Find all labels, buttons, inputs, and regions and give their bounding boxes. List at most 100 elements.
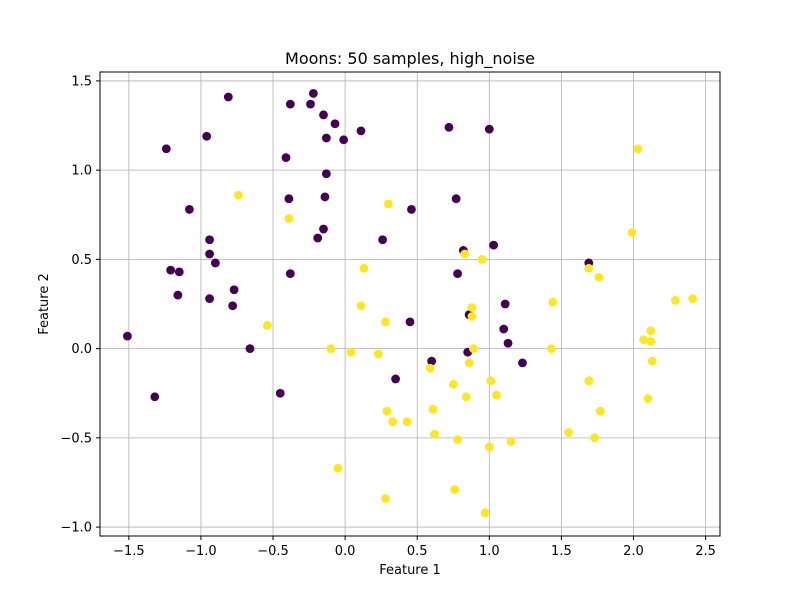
data-point-class-0 [228, 301, 238, 311]
data-point-class-1 [460, 249, 470, 259]
x-tick-label: −1.5 [113, 544, 145, 559]
data-point-class-1 [647, 356, 657, 366]
data-point-class-0 [330, 119, 340, 129]
grid [100, 72, 720, 536]
data-point-class-1 [670, 296, 680, 305]
data-point-class-0 [503, 338, 513, 348]
data-point-class-1 [627, 228, 637, 238]
data-point-class-1 [461, 392, 471, 402]
data-point-class-1 [594, 272, 604, 282]
data-point-class-1 [584, 376, 594, 386]
data-point-class-0 [356, 126, 366, 136]
data-point-class-0 [484, 124, 494, 134]
data-point-class-1 [480, 508, 490, 518]
data-point-class-1 [356, 301, 366, 311]
x-tick-label: 0.0 [335, 544, 356, 559]
data-point-class-0 [500, 299, 510, 309]
data-point-class-1 [450, 485, 460, 494]
data-point-class-0 [184, 205, 194, 214]
data-point-class-1 [492, 390, 501, 400]
y-axis-label: Feature 2 [37, 273, 52, 335]
data-point-class-0 [173, 290, 183, 300]
data-point-class-1 [564, 428, 574, 437]
data-point-class-0 [161, 144, 171, 154]
x-tick-label: 2.0 [623, 544, 644, 559]
data-point-class-0 [202, 131, 212, 141]
data-point-class-1 [359, 263, 369, 273]
x-tick-label: −1.0 [185, 544, 217, 559]
data-point-class-0 [321, 133, 331, 143]
data-point-class-1 [333, 463, 343, 473]
data-point-class-1 [643, 394, 653, 403]
data-point-class-0 [245, 344, 255, 354]
data-point-class-0 [306, 99, 315, 109]
y-tick-label: −1.0 [60, 521, 92, 536]
y-tick-label: 1.0 [71, 164, 92, 179]
y-tick-label: −0.5 [60, 431, 92, 446]
data-point-class-1 [425, 363, 435, 373]
data-point-class-0 [166, 265, 176, 275]
data-point-class-0 [451, 194, 461, 204]
data-point-class-0 [122, 331, 132, 341]
data-point-class-0 [308, 89, 318, 98]
data-point-class-0 [205, 249, 214, 259]
data-point-class-1 [430, 429, 439, 439]
data-point-class-1 [326, 344, 336, 354]
data-point-class-0 [518, 358, 527, 368]
data-point-class-1 [469, 344, 478, 354]
data-point-class-0 [405, 317, 415, 327]
data-point-class-0 [444, 122, 454, 132]
data-point-class-1 [639, 335, 648, 345]
data-points [122, 89, 698, 518]
data-point-class-0 [320, 192, 330, 202]
data-point-class-1 [346, 347, 356, 357]
data-point-class-0 [489, 240, 499, 250]
data-point-class-1 [373, 349, 383, 359]
x-tick-label: 2.5 [695, 544, 716, 559]
data-point-class-1 [381, 494, 390, 503]
data-point-class-1 [646, 326, 656, 336]
data-point-class-1 [506, 437, 516, 446]
x-tick-label: 0.5 [407, 544, 428, 559]
data-point-class-0 [205, 294, 214, 304]
data-point-class-0 [150, 392, 160, 402]
data-point-class-1 [590, 433, 599, 443]
data-point-class-1 [383, 199, 393, 209]
data-point-class-0 [391, 374, 400, 384]
data-point-class-1 [448, 379, 458, 389]
data-point-class-0 [321, 169, 331, 179]
data-point-class-1 [484, 442, 494, 452]
data-point-class-0 [319, 110, 328, 120]
data-point-class-0 [285, 269, 295, 279]
data-point-class-0 [223, 92, 233, 102]
x-tick-label: 1.0 [479, 544, 500, 559]
data-point-class-1 [595, 406, 605, 416]
axis-ticks: −1.5 −1.0 −0.5 0.0 0.5 1.0 1.5 2.0 2.5 −1.0 −0.5 0.… [60, 74, 716, 559]
data-point-class-0 [284, 194, 294, 204]
data-point-class-0 [407, 205, 416, 214]
data-point-class-1 [402, 417, 412, 427]
data-point-class-1 [633, 144, 643, 154]
data-point-class-0 [378, 235, 388, 245]
data-point-class-1 [486, 376, 496, 386]
data-point-class-1 [584, 263, 594, 273]
data-point-class-1 [467, 303, 477, 312]
data-point-class-0 [285, 99, 295, 109]
data-point-class-1 [688, 294, 698, 304]
data-point-class-0 [205, 235, 214, 245]
data-point-class-1 [428, 404, 438, 414]
data-point-class-0 [427, 356, 437, 366]
chart-title: Moons: 50 samples, high_noise [285, 49, 535, 69]
x-tick-label: 1.5 [551, 544, 572, 559]
data-point-class-1 [646, 337, 656, 346]
x-tick-label: −0.5 [257, 544, 289, 559]
data-point-class-0 [174, 267, 184, 277]
data-point-class-0 [313, 233, 323, 243]
y-tick-label: 1.5 [71, 74, 92, 89]
data-point-class-0 [281, 153, 291, 163]
data-point-class-0 [453, 269, 462, 279]
data-point-class-1 [388, 417, 398, 427]
